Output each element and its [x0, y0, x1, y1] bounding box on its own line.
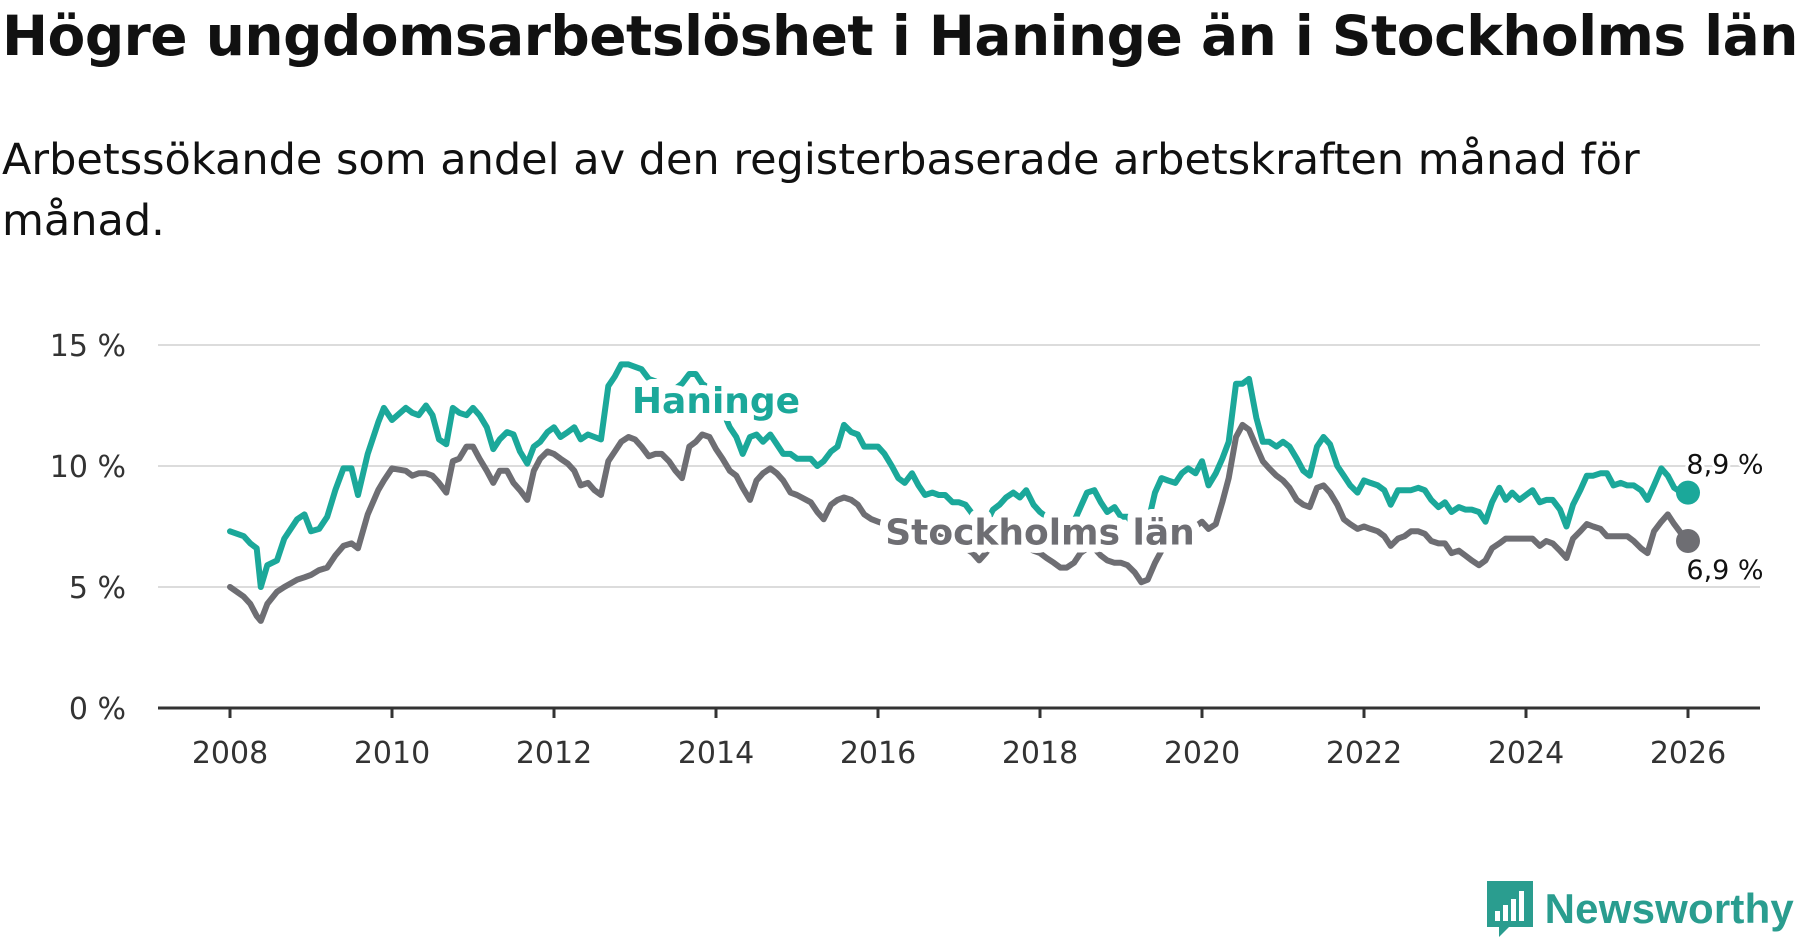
end-value-label: 6,9 %: [1686, 555, 1763, 586]
end-point-haninge: [1676, 480, 1700, 505]
end-point-stockholms-län: [1676, 529, 1700, 554]
x-tick-label: 2024: [1488, 736, 1564, 771]
x-tick-label: 2008: [192, 736, 268, 771]
y-tick-label: 15 %: [50, 329, 126, 364]
gridlines: [158, 344, 1760, 588]
chart-subtitle: Arbetssökande som andel av den registerb…: [2, 135, 1640, 246]
series-line-stockholms-län: [227, 421, 1691, 624]
y-tick-label: 5 %: [69, 571, 126, 606]
brand-name: Newsworthy: [1544, 885, 1794, 932]
newsworthy-logo-icon: [1486, 881, 1533, 937]
axes: 0 % 5 % 10 % 15 % 2008 2010 2012 2014 2016 2018 20…: [50, 329, 1760, 771]
x-tick-label: 2010: [354, 736, 430, 771]
end-value-label: 8,9 %: [1686, 450, 1763, 481]
x-tick-label: 2026: [1650, 736, 1726, 771]
series-label: Haninge: [632, 381, 800, 422]
chart-title: Högre ungdomsarbetslöshet i Haninge än i…: [2, 4, 1798, 68]
labels: 8,9 % 6,9 % Haninge Stockholms län: [624, 373, 1767, 589]
x-tick-label: 2016: [840, 736, 916, 771]
x-tick-label: 2018: [1002, 736, 1078, 771]
x-tick-label: 2014: [678, 736, 754, 771]
y-tick-label: 10 %: [50, 450, 126, 485]
x-tick-label: 2020: [1164, 736, 1240, 771]
y-tick-label: 0 %: [69, 692, 126, 727]
series-line-haninge: [227, 361, 1691, 590]
x-tick-label: 2022: [1326, 736, 1402, 771]
newsworthy-brand: Newsworthy: [1485, 878, 1794, 940]
series-label: Stockholms län: [885, 513, 1195, 554]
series-lines: [227, 361, 1691, 624]
x-tick-label: 2012: [516, 736, 592, 771]
